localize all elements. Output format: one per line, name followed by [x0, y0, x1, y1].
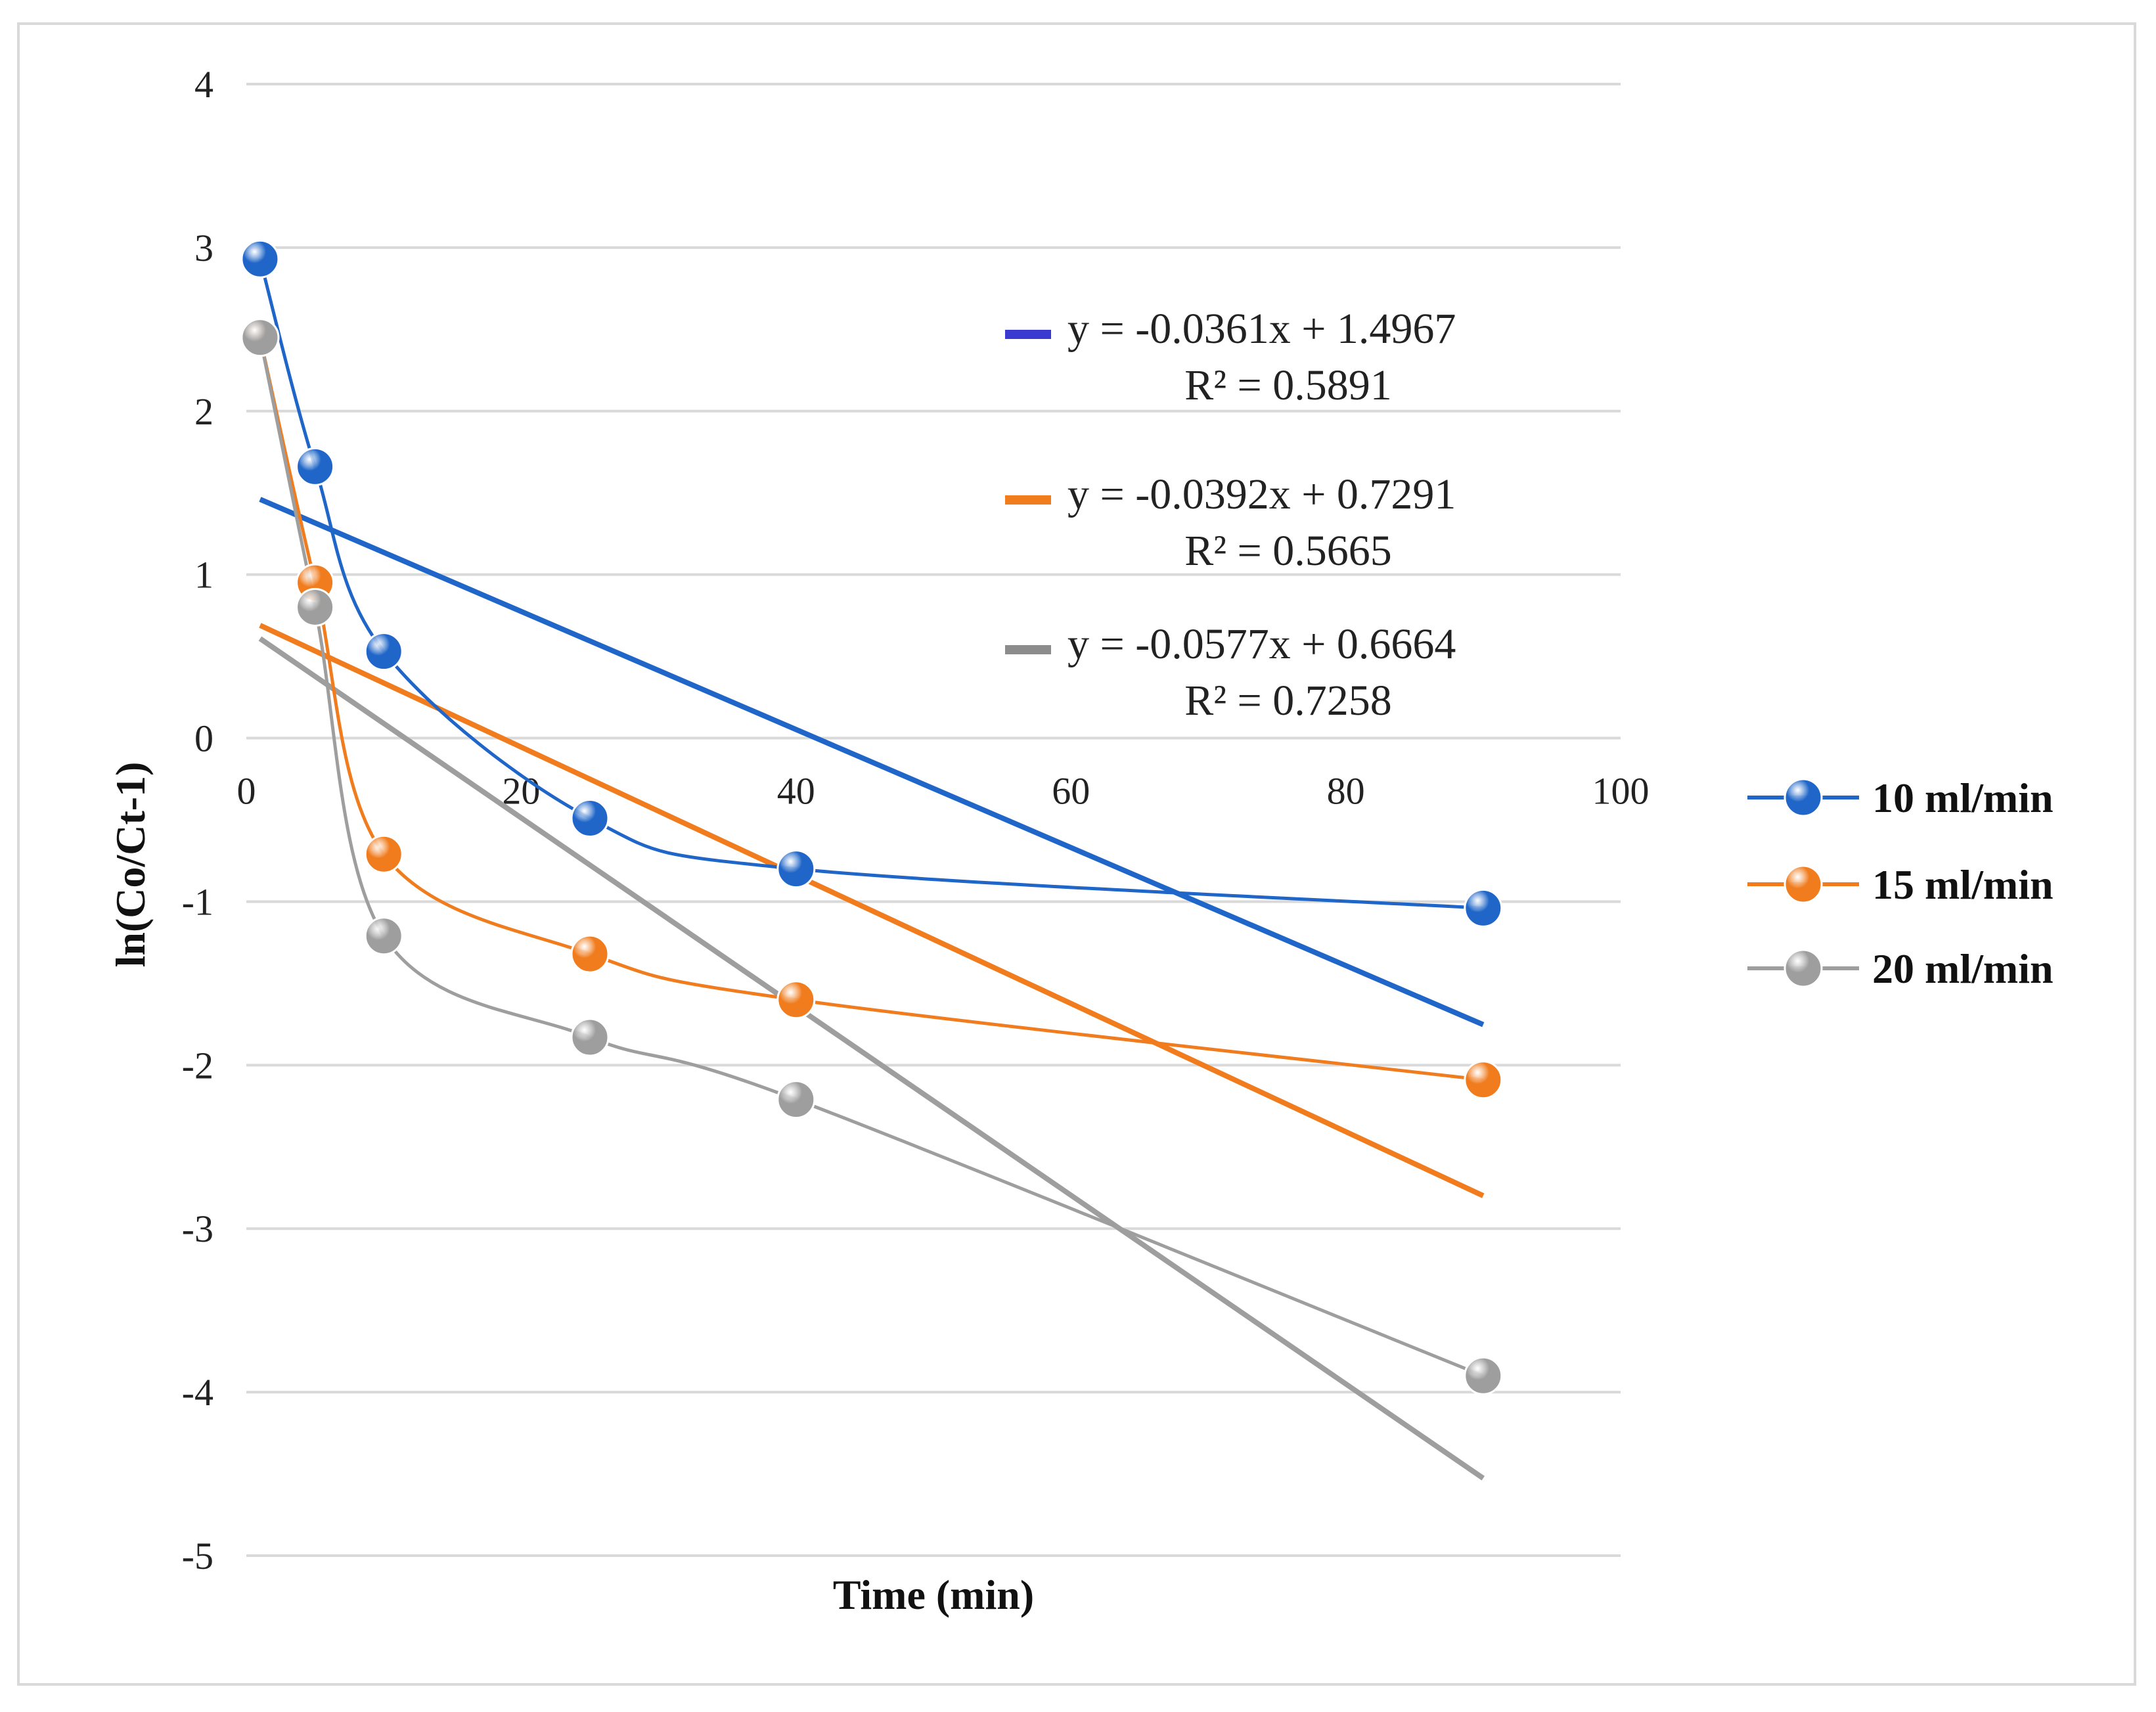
y-tick-label: -4	[182, 1371, 213, 1414]
y-tick-label: 1	[194, 554, 213, 597]
legend-label-s20: 20 ml/min	[1872, 945, 2054, 992]
y-tick-label: 0	[194, 717, 213, 760]
x-axis-label: Time (min)	[833, 1571, 1034, 1618]
y-tick-label: -1	[182, 880, 213, 923]
data-point-s20	[364, 916, 403, 956]
data-point-s15	[364, 834, 403, 874]
x-tick-label: 80	[1327, 770, 1365, 813]
trendline-swatch-s10	[1005, 330, 1051, 339]
y-tick-label: 4	[194, 63, 213, 106]
x-tick-label: 40	[777, 770, 815, 813]
trendline-swatch-s15	[1005, 495, 1051, 505]
data-point-s10	[364, 632, 403, 671]
data-point-s10	[776, 849, 816, 889]
data-point-s15	[570, 934, 610, 974]
curve-s10	[258, 258, 1483, 910]
trendline-swatch-s20	[1005, 645, 1051, 654]
data-point-s20	[1464, 1356, 1503, 1395]
y-tick-label: 2	[194, 390, 213, 433]
data-point-s10	[570, 799, 610, 838]
legend-label-s10: 10 ml/min	[1872, 775, 2054, 821]
y-tick-label: 3	[194, 227, 213, 269]
legend: 10 ml/min 15 ml/min 20 ml/min	[1747, 775, 2054, 992]
trendline-s10	[259, 497, 1485, 1027]
data-points	[240, 239, 1503, 1395]
legend-marker-s20	[1784, 949, 1823, 988]
trendline-r2-s15: R² = 0.5665	[1184, 527, 1392, 575]
trendline-equation-s20: y = -0.0577x + 0.6664	[1067, 620, 1456, 668]
trendlines	[258, 497, 1485, 1481]
x-tick-label: 60	[1052, 770, 1090, 813]
legend-marker-s10	[1784, 778, 1823, 817]
legend-marker-s15	[1784, 865, 1823, 904]
trendline-equation-s15: y = -0.0392x + 0.7291	[1067, 470, 1456, 518]
data-point-s20	[776, 1080, 816, 1119]
data-point-s20	[240, 318, 280, 357]
grid-lines	[246, 83, 1621, 1557]
data-point-s20	[570, 1018, 610, 1057]
y-axis-label: ln(Co/Ct-1)	[107, 762, 154, 968]
chart-frame: 4 3 2 1 0 -1 -2 -3 -4 -5 0 20 40 60 80 100 y = -0.0361x…	[17, 22, 2136, 1686]
series-curves	[258, 258, 1484, 1378]
x-tick-label: 0	[237, 770, 256, 813]
x-tick-label: 100	[1592, 770, 1650, 813]
y-tick-label: -2	[182, 1044, 213, 1087]
trendline-equation-s10: y = -0.0361x + 1.4967	[1067, 305, 1456, 353]
data-point-s10	[1464, 888, 1503, 928]
data-point-s15	[776, 980, 816, 1020]
data-point-s20	[296, 587, 335, 627]
data-point-s10	[240, 239, 280, 279]
data-point-s10	[296, 447, 335, 486]
y-tick-label: -3	[182, 1207, 213, 1250]
trendline-r2-s20: R² = 0.7258	[1184, 677, 1392, 725]
y-tick-label: -5	[182, 1535, 213, 1577]
legend-label-s15: 15 ml/min	[1872, 861, 2054, 908]
data-point-s15	[1464, 1060, 1503, 1100]
trendline-r2-s10: R² = 0.5891	[1184, 361, 1392, 409]
trendline-s20	[258, 636, 1485, 1481]
trendline-s15	[259, 623, 1485, 1198]
trendline-equations: y = -0.0361x + 1.4967 R² = 0.5891 y = -0.0…	[1005, 305, 1456, 725]
